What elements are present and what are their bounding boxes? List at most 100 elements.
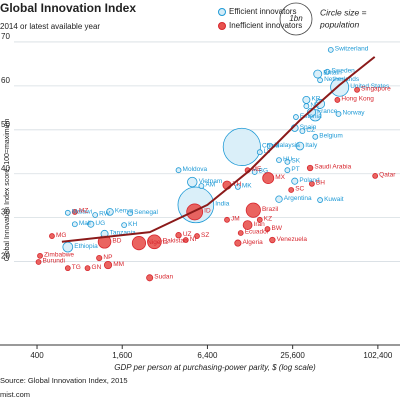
trend-line — [61, 56, 376, 243]
point-label: Venezuela — [277, 236, 308, 243]
bubble — [288, 187, 295, 193]
bubble — [222, 127, 261, 166]
bubble — [84, 265, 91, 272]
size-legend-circle — [279, 2, 313, 36]
point-label: KZ — [264, 216, 272, 223]
bubble — [87, 220, 95, 228]
y-axis-title: Global Innovation Index score, 100=maxim… — [4, 119, 11, 262]
source: Source: Global Innovation Index, 2015 — [0, 376, 128, 385]
bubble — [306, 164, 314, 172]
bubble — [62, 241, 74, 253]
bubble — [242, 220, 253, 230]
point-label: Saudi Arabia — [314, 164, 351, 171]
bubble — [35, 259, 42, 265]
bubble — [234, 183, 241, 190]
bubble — [194, 233, 200, 239]
bubble — [49, 233, 55, 239]
point-label: Norway — [343, 110, 366, 117]
size-legend-caption: Circle size = — [320, 7, 367, 17]
point-label: CZ — [306, 127, 315, 134]
point-label: NP — [103, 254, 112, 261]
y-tick-label: 20 — [1, 252, 10, 261]
point-label: MK — [242, 183, 252, 190]
bubble — [324, 68, 331, 75]
point-label: Mali — [79, 220, 91, 227]
bubble — [335, 111, 342, 117]
bubble — [307, 107, 317, 117]
size-legend-caption: population — [319, 19, 360, 29]
legend-label: Efficient innovators — [229, 7, 296, 16]
chart-subtitle: 2014 or latest available year — [0, 22, 100, 31]
point-label: United States — [350, 83, 390, 90]
point-label: Moldova — [183, 166, 208, 173]
point-label: Netherlands — [324, 76, 360, 83]
bubble — [146, 274, 154, 282]
bubble — [334, 97, 341, 103]
point-label: BW — [271, 225, 282, 232]
point-label: Ecuador — [245, 229, 270, 236]
point-label: Pakistan — [163, 238, 188, 245]
point-label: Sudan — [154, 274, 173, 281]
bubble — [295, 141, 305, 151]
point-label: Qatar — [379, 172, 396, 179]
point-label: KH — [128, 221, 137, 228]
y-tick-label: 50 — [1, 120, 10, 129]
bubble — [103, 260, 113, 270]
bubble — [256, 216, 263, 223]
point-label: KR — [311, 96, 320, 103]
bubble — [237, 230, 244, 236]
point-label: Ethiopia — [74, 243, 98, 250]
point-label: Algeria — [243, 239, 264, 246]
bubble — [291, 177, 299, 185]
bubble — [64, 209, 71, 216]
bubble — [245, 202, 261, 218]
legend-swatch — [218, 22, 226, 30]
point-label: Spain — [300, 124, 317, 131]
point-label: UZ — [183, 231, 192, 238]
x-tick-label: 1,600 — [112, 351, 133, 360]
x-tick-label: 102,400 — [363, 351, 392, 360]
y-tick-label: 60 — [1, 76, 10, 85]
bubble — [234, 239, 242, 247]
point-label: Poland — [299, 177, 320, 184]
bubble — [147, 234, 162, 250]
bubble — [106, 208, 114, 216]
point-label: RW — [99, 211, 111, 218]
point-label: Vietnam — [199, 178, 223, 185]
bubble — [293, 114, 299, 120]
point-label: BG — [259, 168, 268, 175]
bubble — [284, 158, 291, 165]
bubble — [276, 157, 282, 164]
point-label: Sweden — [331, 68, 355, 75]
bubble — [198, 183, 205, 189]
point-label: Kuwait — [324, 196, 344, 203]
bubble — [275, 195, 283, 203]
point-label: NI — [190, 236, 197, 243]
point-label: MX — [275, 174, 285, 181]
bubble — [64, 265, 71, 272]
point-label: France — [317, 108, 338, 115]
point-label: AM — [205, 182, 215, 189]
footer: mist.com — [0, 390, 30, 399]
point-label: India — [215, 201, 229, 208]
bubble — [175, 167, 182, 174]
bubble — [96, 254, 103, 262]
point-label: HU — [283, 156, 293, 163]
bubble — [354, 86, 360, 93]
bubble — [264, 226, 271, 232]
y-tick-label: 30 — [1, 208, 10, 217]
bubble — [330, 77, 350, 97]
point-label: Zimbabwe — [44, 252, 74, 259]
x-axis-title: GDP per person at purchasing-power parit… — [114, 363, 316, 372]
bubble — [284, 167, 291, 174]
bubble — [37, 252, 43, 259]
legend-label: Inefficient innovators — [229, 21, 302, 30]
x-tick-label: 6,400 — [197, 351, 218, 360]
bubble — [121, 222, 128, 229]
bubble — [303, 103, 310, 109]
point-label: Hong Kong — [341, 96, 374, 103]
point-label: Singapore — [361, 86, 391, 93]
point-label: Burundi — [43, 258, 65, 265]
point-label: SZ — [201, 232, 209, 239]
